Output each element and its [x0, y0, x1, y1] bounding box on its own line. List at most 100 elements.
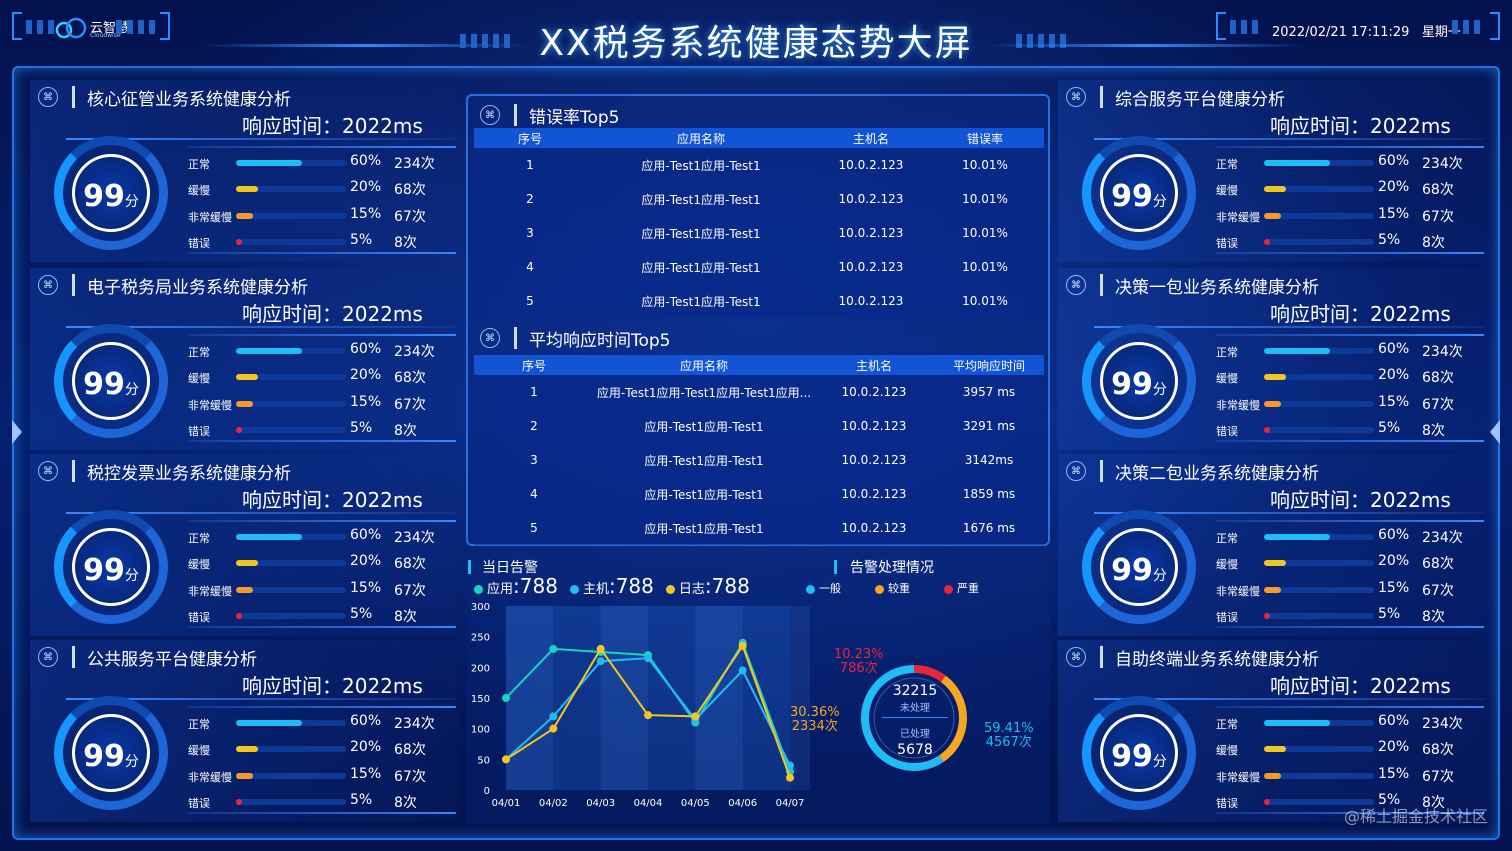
metric-bar-track	[1264, 374, 1374, 381]
page-title: XX税务系统健康态势大屏	[539, 23, 973, 64]
metric-count: 8次	[394, 794, 417, 811]
processed-label: 已处理	[900, 729, 930, 740]
section-bar	[1100, 274, 1103, 296]
table-row[interactable]: 1 应用-Test1应用-Test1应用-Test1应用... 10.0.2.123…	[474, 375, 1044, 409]
x-tick-label: 04/07	[776, 798, 805, 809]
section-bar	[1100, 460, 1103, 482]
metric-label: 正常	[1216, 718, 1238, 731]
metric-percent: 15%	[350, 765, 382, 782]
processed-value: 5678	[897, 742, 933, 758]
response-time-value: 2022ms	[1370, 114, 1451, 138]
metric-percent: 5%	[1378, 605, 1401, 622]
response-time-label: 响应时间：	[242, 488, 342, 512]
gauge-inner: 99分	[1100, 714, 1178, 792]
metrics-top-line	[1216, 146, 1484, 148]
metric-row: 正常 60% 234次	[188, 712, 448, 732]
gauge-ring	[54, 324, 168, 438]
date-time-value: 2022/02/21 17:11:29	[1272, 25, 1410, 40]
metric-row: 缓慢 20% 68次	[188, 552, 448, 572]
header-right-bracket	[1216, 12, 1226, 40]
section-bar	[1100, 646, 1103, 668]
metric-count: 68次	[394, 742, 426, 759]
metric-bar-fill	[236, 426, 242, 433]
slice-label-normal: 59.41% 4567次	[984, 722, 1034, 750]
metric-row: 非常缓慢 15% 67次	[1216, 393, 1476, 413]
score-value: 99	[1111, 367, 1153, 402]
table-row[interactable]: 3 应用-Test1应用-Test1 10.0.2.123 10.01%	[474, 216, 1044, 250]
metric-bar-track	[236, 400, 346, 407]
metric-bar-fill	[236, 186, 258, 193]
table-cell: 应用-Test1应用-Test1	[641, 192, 761, 207]
metric-row: 缓慢 20% 68次	[1216, 552, 1476, 572]
response-time-value: 2022ms	[1370, 674, 1451, 698]
header-left-bracket-2	[160, 12, 170, 40]
metric-bar-fill	[1264, 720, 1330, 726]
gauge-inner: 99分	[72, 714, 150, 792]
table-row[interactable]: 3 应用-Test1应用-Test1 10.0.2.123 3142ms	[474, 443, 1044, 477]
x-tick-label: 04/05	[681, 798, 710, 809]
gauge-ring	[1082, 136, 1196, 250]
metric-bar-track	[1264, 160, 1374, 166]
panel-title: 决策一包业务系统健康分析	[1115, 277, 1319, 298]
donut-inner-ring	[873, 677, 955, 759]
response-time-value: 2022ms	[342, 302, 423, 326]
alerts-counts: 应用:788 主机:788 日志:788	[474, 574, 762, 598]
x-tick-label: 04/02	[539, 798, 568, 809]
metric-count: 67次	[1422, 768, 1454, 785]
table-cell: 10.0.2.123	[841, 453, 907, 467]
metric-label: 正常	[188, 718, 210, 731]
metric-bar-fill	[236, 586, 253, 593]
response-time-value: 2022ms	[1370, 488, 1451, 512]
table-row[interactable]: 4 应用-Test1应用-Test1 10.0.2.123 1859 ms	[474, 477, 1044, 511]
health-score-gauge: 99分	[54, 136, 168, 250]
metric-row: 非常缓慢 15% 67次	[188, 393, 448, 413]
panel-header: ⌘ 综合服务平台健康分析	[1066, 82, 1285, 112]
score-unit: 分	[1152, 382, 1167, 398]
metric-row: 缓慢 20% 68次	[1216, 178, 1476, 198]
section-bar	[72, 86, 75, 108]
metric-row: 错误 5% 8次	[188, 605, 448, 625]
metric-percent: 5%	[350, 791, 373, 808]
table-row[interactable]: 2 应用-Test1应用-Test1 10.0.2.123 10.01%	[474, 182, 1044, 216]
gauge-inner: 99分	[1100, 342, 1178, 420]
table-row[interactable]: 5 应用-Test1应用-Test1 10.0.2.123 1676 ms	[474, 511, 1044, 545]
section-icon: ⌘	[38, 275, 58, 295]
score: 99分	[75, 739, 147, 774]
alert-count-item: 应用:788	[474, 574, 558, 598]
metric-percent: 15%	[350, 579, 382, 596]
table-cell: 10.01%	[962, 260, 1008, 274]
slice-pct: 30.36%	[790, 705, 840, 720]
table-cell: 10.0.2.123	[841, 419, 907, 433]
metric-percent: 15%	[350, 393, 382, 410]
metric-percent: 5%	[1378, 791, 1401, 808]
metric-bar-track	[236, 374, 346, 381]
metric-bar-fill	[1264, 160, 1330, 166]
data-point	[596, 657, 605, 666]
metric-count: 67次	[394, 208, 426, 225]
metric-bar-track	[1264, 746, 1374, 753]
metric-bar-track	[236, 612, 346, 619]
table-row[interactable]: 4 应用-Test1应用-Test1 10.0.2.123 10.01%	[474, 250, 1044, 284]
gauge-ring	[1082, 510, 1196, 624]
table-cell: 应用-Test1应用-Test1	[644, 419, 764, 434]
metric-count: 68次	[394, 556, 426, 573]
table-row[interactable]: 2 应用-Test1应用-Test1 10.0.2.123 3291 ms	[474, 409, 1044, 443]
dot-icon	[875, 584, 884, 594]
metric-count: 67次	[394, 396, 426, 413]
header-right-dashes-2	[1452, 20, 1480, 34]
metric-count: 234次	[394, 156, 435, 172]
metric-label: 缓慢	[188, 744, 210, 758]
header-left-dashes	[26, 20, 54, 34]
metric-bar-track	[236, 238, 346, 245]
metric-label: 非常缓慢	[1216, 398, 1260, 412]
table-row[interactable]: 5 应用-Test1应用-Test1 10.0.2.123 10.01%	[474, 284, 1044, 318]
response-time-value: 2022ms	[1370, 302, 1451, 326]
metric-count: 8次	[394, 234, 417, 251]
table-cell: 10.0.2.123	[841, 385, 907, 399]
metric-count: 68次	[394, 182, 426, 199]
panel-header: ⌘ 决策一包业务系统健康分析	[1066, 270, 1319, 300]
score-value: 99	[83, 179, 125, 214]
table-row[interactable]: 1 应用-Test1应用-Test1 10.0.2.123 10.01%	[474, 148, 1044, 182]
table-cell: 10.01%	[962, 158, 1008, 172]
table-cell: 应用-Test1应用-Test1	[644, 487, 764, 502]
